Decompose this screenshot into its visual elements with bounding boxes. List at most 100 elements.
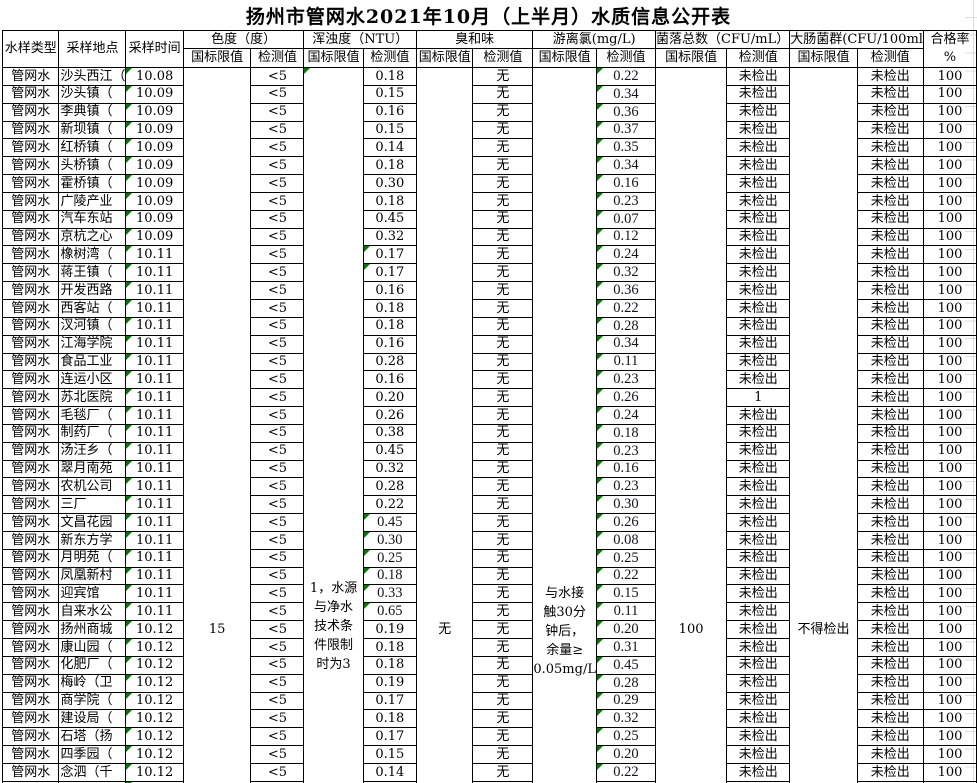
cell-colony-detect[interactable]: 未检出 [726,673,791,693]
cell-coliform-detect[interactable]: 未检出 [856,638,924,657]
subheader-color-detect[interactable]: 检测值 [250,48,305,68]
cell-odor-detect[interactable]: 无 [472,513,534,532]
cell-color-detect[interactable]: <5 [250,584,305,604]
cell-time[interactable]: 10.12 [125,745,184,764]
cell-odor-detect[interactable]: 无 [472,745,534,764]
cell-odor-detect[interactable]: 无 [472,334,534,354]
cell-turbidity-detect[interactable]: 0.18 [362,638,418,657]
cell-chlorine-detect[interactable]: 0.22 [595,762,657,782]
cell-odor-detect[interactable]: 无 [472,620,534,639]
cell-sample-type[interactable]: 管网水 [1,102,60,122]
cell-turbidity-detect[interactable]: 0.45 [362,209,418,229]
subheader-coliform-detect[interactable]: 检测值 [856,48,924,68]
cell-time[interactable]: 10.11 [125,370,184,390]
cell-time[interactable]: 10.11 [125,459,184,479]
cell-colony-detect[interactable]: 未检出 [726,281,791,300]
cell-time[interactable]: 10.11 [125,530,184,550]
cell-turbidity-detect[interactable]: 0.15 [362,84,418,104]
cell-pass-rate[interactable]: 100 [922,513,977,532]
cell-colony-detect[interactable]: 未检出 [726,316,791,336]
subheader-color-limit[interactable]: 国标限值 [182,48,252,68]
cell-pass-rate[interactable]: 100 [922,352,977,372]
cell-turbidity-detect[interactable]: 0.16 [362,281,418,300]
cell-location[interactable]: 连运小区 [58,370,127,390]
cell-colony-detect[interactable]: 未检出 [726,191,791,211]
cell-coliform-detect[interactable]: 未检出 [856,566,924,586]
cell-turbidity-detect[interactable]: 0.38 [362,423,418,443]
cell-colony-detect[interactable]: 未检出 [726,423,791,443]
cell-chlorine-detect[interactable] [595,780,657,783]
cell-chlorine-detect[interactable]: 0.25 [595,727,657,747]
cell-time[interactable]: 10.12 [125,673,184,693]
cell-chlorine-detect[interactable]: 0.11 [595,602,657,622]
cell-odor-detect[interactable]: 无 [472,655,534,675]
cell-pass-rate[interactable]: 100 [922,566,977,586]
header-group-colony[interactable]: 菌落总数（CFU/mL） [654,30,791,49]
cell-odor-detect[interactable]: 无 [472,566,534,586]
cell-color-detect[interactable]: <5 [250,370,305,390]
cell-sample-type[interactable]: 管网水 [1,138,60,158]
cell-time[interactable]: 10.09 [125,191,184,211]
header-time[interactable]: 采样时间 [125,30,184,68]
cell-color-detect[interactable]: <5 [250,227,305,247]
cell-chlorine-detect[interactable]: 0.15 [595,584,657,604]
cell-pass-rate[interactable]: 100 [922,191,977,211]
cell-sample-type[interactable]: 管网水 [1,245,60,265]
cell-time[interactable]: 10.11 [125,495,184,515]
cell-location[interactable]: 西客站（ [58,298,127,318]
cell-chlorine-detect[interactable]: 0.08 [595,530,657,550]
cell-coliform-detect[interactable]: 未检出 [856,156,924,176]
cell-coliform-detect[interactable]: 未检出 [856,495,924,515]
cell-color-detect[interactable]: <5 [250,423,305,443]
cell-odor-detect[interactable]: 无 [472,548,534,568]
cell-sample-type[interactable]: 管网水 [1,174,60,193]
cell-time[interactable]: 10.09 [125,84,184,104]
cell-pass-rate[interactable]: 100 [922,316,977,336]
cell-location[interactable]: 石塔（扬 [58,727,127,747]
cell-turbidity-detect[interactable]: 0.22 [362,495,418,515]
cell-colony-detect[interactable]: 未检出 [726,334,791,354]
cell-turbidity-detect[interactable]: 0.16 [362,334,418,354]
cell-chlorine-detect[interactable]: 0.26 [595,513,657,532]
cell-coliform-detect[interactable]: 未检出 [856,191,924,211]
cell-colony-detect[interactable] [726,780,791,783]
subheader-colony-limit[interactable]: 国标限值 [654,48,728,68]
cell-odor-detect[interactable]: 无 [472,209,534,229]
cell-color-detect[interactable] [250,780,305,783]
cell-colony-detect[interactable]: 未检出 [726,459,791,479]
cell-turbidity-detect[interactable]: 0.15 [362,745,418,764]
cell-color-detect[interactable]: <5 [250,191,305,211]
cell-turbidity-detect[interactable]: 0.14 [362,762,418,782]
cell-sample-type[interactable]: 管网水 [1,530,60,550]
cell-sample-type[interactable]: 管网水 [1,298,60,318]
cell-color-detect[interactable]: <5 [250,102,305,122]
cell-chlorine-detect[interactable]: 0.22 [595,566,657,586]
cell-location[interactable]: 建设局（ [58,709,127,729]
cell-pass-rate[interactable]: 100 [922,584,977,604]
cell-turbidity-detect[interactable]: 0.32 [362,227,418,247]
cell-time[interactable]: 10.11 [125,423,184,443]
cell-coliform-detect[interactable]: 未检出 [856,84,924,104]
cell-limit-colony[interactable]: 100 [654,67,728,783]
cell-time[interactable]: 10.12 [125,762,184,782]
cell-coliform-detect[interactable]: 未检出 [856,691,924,711]
cell-location[interactable]: 月明苑（ [58,548,127,568]
cell-pass-rate[interactable]: 100 [922,423,977,443]
header-location[interactable]: 采样地点 [58,30,127,68]
cell-coliform-detect[interactable]: 未检出 [856,477,924,497]
cell-chlorine-detect[interactable]: 0.24 [595,406,657,425]
cell-colony-detect[interactable]: 未检出 [726,84,791,104]
cell-colony-detect[interactable]: 未检出 [726,370,791,390]
cell-chlorine-detect[interactable]: 0.22 [595,298,657,318]
cell-location[interactable]: 汊河镇（ [58,316,127,336]
cell-turbidity-detect[interactable]: 0.18 [362,156,418,176]
cell-color-detect[interactable]: <5 [250,67,305,86]
cell-color-detect[interactable]: <5 [250,495,305,515]
cell-colony-detect[interactable]: 未检出 [726,495,791,515]
cell-sample-type[interactable]: 管网水 [1,691,60,711]
cell-color-detect[interactable]: <5 [250,530,305,550]
cell-coliform-detect[interactable]: 未检出 [856,530,924,550]
cell-time[interactable]: 10.11 [125,281,184,300]
cell-odor-detect[interactable]: 无 [472,138,534,158]
subheader-colony-detect[interactable]: 检测值 [726,48,791,68]
